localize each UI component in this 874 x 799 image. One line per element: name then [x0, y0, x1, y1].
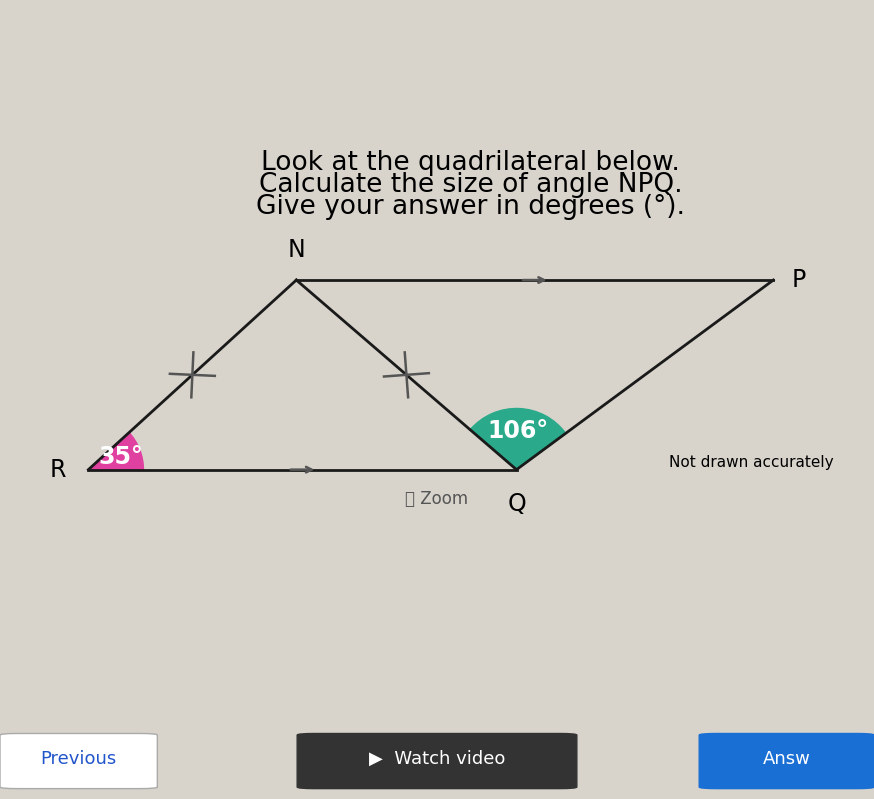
FancyBboxPatch shape	[297, 733, 577, 789]
FancyBboxPatch shape	[699, 733, 874, 789]
Text: 🔍 Zoom: 🔍 Zoom	[406, 490, 468, 508]
Text: 35°: 35°	[98, 445, 142, 469]
Wedge shape	[470, 408, 565, 470]
Text: Calculate the size of angle NPQ.: Calculate the size of angle NPQ.	[259, 172, 683, 198]
Wedge shape	[88, 432, 143, 470]
Text: ▶  Watch video: ▶ Watch video	[369, 750, 505, 768]
Text: Look at the quadrilateral below.: Look at the quadrilateral below.	[261, 150, 680, 176]
Text: N: N	[288, 237, 305, 262]
Text: Q: Q	[507, 491, 526, 515]
Text: Previous: Previous	[40, 750, 117, 768]
FancyBboxPatch shape	[0, 733, 157, 789]
Text: 106°: 106°	[488, 419, 549, 443]
Text: R: R	[50, 458, 66, 482]
Text: Not drawn accurately: Not drawn accurately	[669, 455, 834, 470]
Text: P: P	[792, 268, 806, 292]
Text: Give your answer in degrees (°).: Give your answer in degrees (°).	[256, 194, 685, 220]
Text: Answ: Answ	[763, 750, 810, 768]
